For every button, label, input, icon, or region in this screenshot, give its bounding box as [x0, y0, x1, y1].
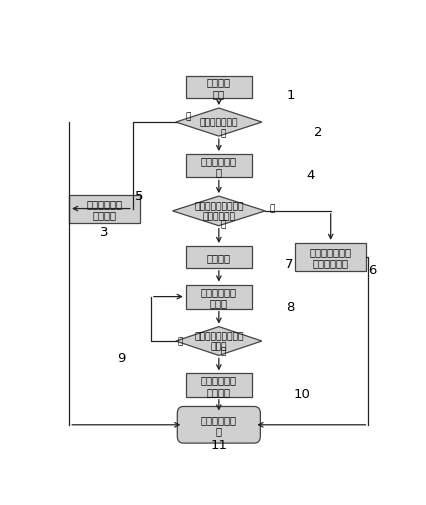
FancyBboxPatch shape [177, 407, 260, 443]
Text: 点击测试
按鈕: 点击测试 按鈕 [206, 77, 230, 98]
Text: 否: 否 [269, 204, 274, 213]
Text: 获取当前位移
値: 获取当前位移 値 [200, 156, 236, 177]
Text: 10: 10 [292, 387, 309, 400]
Text: 是否设置过零点: 是否设置过零点 [199, 118, 238, 127]
Text: 5: 5 [134, 189, 143, 203]
Text: 是: 是 [220, 220, 225, 228]
Text: 11: 11 [210, 438, 227, 451]
Text: 提示用户设置
零点位置: 提示用户设置 零点位置 [86, 198, 122, 220]
Text: 7: 7 [285, 258, 293, 271]
Text: 软件控制推杆
停止运动: 软件控制推杆 停止运动 [200, 375, 236, 396]
Text: 提示用户进行相
反方向的测试: 提示用户进行相 反方向的测试 [309, 246, 351, 268]
Polygon shape [172, 196, 265, 226]
Text: 是: 是 [220, 129, 225, 138]
FancyBboxPatch shape [185, 246, 251, 268]
FancyBboxPatch shape [185, 374, 251, 397]
Polygon shape [176, 109, 261, 137]
Text: 2: 2 [313, 125, 322, 138]
Text: 6: 6 [368, 263, 376, 276]
Text: 是: 是 [220, 346, 225, 355]
Text: 实时读取当前
位移値: 实时读取当前 位移値 [200, 286, 236, 308]
FancyBboxPatch shape [69, 195, 140, 223]
Text: 1: 1 [286, 89, 294, 102]
Text: 启动测试: 启动测试 [206, 252, 230, 263]
Polygon shape [176, 327, 261, 356]
Text: 8: 8 [285, 300, 294, 314]
Text: 3: 3 [100, 226, 109, 239]
FancyBboxPatch shape [185, 285, 251, 309]
Text: 9: 9 [117, 351, 125, 364]
Text: 单方向测试结
束: 单方向测试结 束 [200, 414, 236, 436]
Text: 是否在逻辑限位开关
定义区间之内: 是否在逻辑限位开关 定义区间之内 [194, 202, 243, 221]
Text: 是否达到逻辑限位开
关位置: 是否达到逻辑限位开 关位置 [194, 332, 243, 351]
Text: 否: 否 [177, 337, 182, 346]
Text: 4: 4 [306, 169, 314, 182]
FancyBboxPatch shape [185, 155, 251, 178]
FancyBboxPatch shape [185, 77, 251, 99]
FancyBboxPatch shape [294, 243, 366, 271]
Text: 否: 否 [185, 112, 190, 121]
